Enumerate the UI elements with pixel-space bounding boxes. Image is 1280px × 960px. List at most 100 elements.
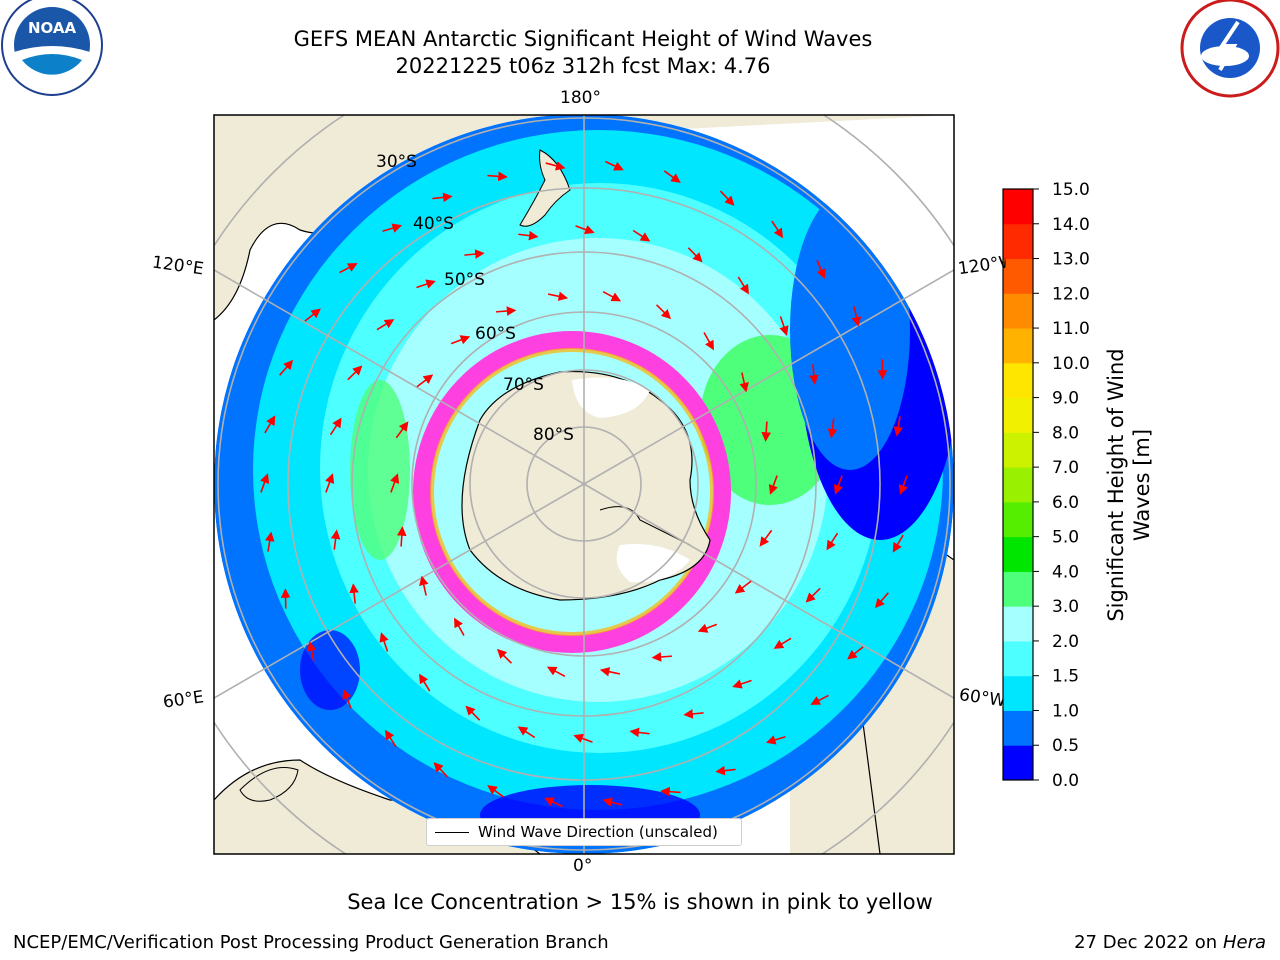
wind-wave-arrow xyxy=(809,364,819,385)
graticule xyxy=(214,115,954,854)
svg-text:NOAA: NOAA xyxy=(28,19,77,37)
wind-wave-arrow xyxy=(605,160,624,171)
wind-wave-arrow xyxy=(810,694,829,705)
wind-wave-arrow xyxy=(306,641,317,662)
colorbar-tick-label: 15.0 xyxy=(1052,180,1090,200)
latitude-label-50s: 50°S xyxy=(444,270,485,290)
wind-wave-arrow xyxy=(419,673,431,692)
wind-wave-arrow xyxy=(826,532,839,551)
colorbar-border xyxy=(1002,188,1034,781)
wind-wave-arrow xyxy=(739,372,749,393)
wind-wave-arrow xyxy=(416,279,436,289)
colorbar-segment xyxy=(1003,223,1033,260)
wind-wave-arrow xyxy=(816,259,826,279)
wind-wave-arrow xyxy=(330,529,341,550)
colorbar-segment xyxy=(1003,745,1033,781)
wind-wave-arrow xyxy=(602,797,623,807)
wind-wave-arrow xyxy=(874,592,889,609)
wind-wave-arrows xyxy=(260,160,908,808)
wind-wave-arrow xyxy=(517,726,536,739)
colorbar-tick-label: 0.5 xyxy=(1052,736,1079,756)
wind-wave-arrow xyxy=(390,473,400,493)
wind-wave-arrow xyxy=(599,666,621,677)
colorbar-tick-label: 14.0 xyxy=(1052,215,1090,235)
wind-wave-arrow xyxy=(432,192,453,203)
wind-wave-arrow xyxy=(384,729,397,748)
wind-wave-arrow xyxy=(575,225,595,235)
colorbar-segment xyxy=(1003,501,1033,538)
latitude-label-60s: 60°S xyxy=(475,324,516,344)
colorbar-tick-label: 7.0 xyxy=(1052,458,1079,478)
latitude-label-70s: 70°S xyxy=(503,375,544,395)
wind-wave-arrow xyxy=(602,290,622,302)
wind-wave-arrow xyxy=(629,727,650,738)
wind-wave-arrow xyxy=(487,171,508,182)
weddell-ice-shelf xyxy=(616,544,690,583)
latitude-label-30s: 30°S xyxy=(376,152,417,172)
credit-date: 27 Dec 2022 on xyxy=(1074,932,1218,953)
colorbar-tick-label: 5.0 xyxy=(1052,528,1079,548)
latitude-label-80s: 80°S xyxy=(533,425,574,445)
meridian-label-0: 0° xyxy=(573,856,593,876)
wind-wave-arrow xyxy=(732,679,752,689)
wind-wave-arrow xyxy=(827,418,838,439)
wind-wave-arrow xyxy=(342,689,352,709)
wind-wave-arrow xyxy=(655,304,672,320)
wind-wave-arrow xyxy=(651,652,672,662)
wind-wave-arrow xyxy=(349,583,359,604)
madagascar xyxy=(239,767,299,802)
map-legend: Wind Wave Direction (unscaled) xyxy=(426,818,742,846)
colorbar-segment xyxy=(1003,606,1033,642)
legend-line-swatch xyxy=(435,831,469,833)
colorbar-segment xyxy=(1003,571,1033,607)
colorbar-tick-label: 1.5 xyxy=(1052,667,1079,687)
nws-logo xyxy=(1180,0,1280,98)
colorbar-segment xyxy=(1003,710,1033,746)
wind-wave-arrow xyxy=(660,786,681,797)
credit-machine: Hera xyxy=(1222,932,1266,953)
colorbar-segment xyxy=(1003,432,1033,468)
colorbar-title: Significant Height of Wind Waves [m] xyxy=(1104,348,1154,622)
latitude-label-40s: 40°S xyxy=(413,214,454,234)
wind-wave-arrow xyxy=(632,229,651,242)
wind-wave-arrow xyxy=(496,648,513,664)
wind-wave-arrow xyxy=(898,475,908,495)
wind-wave-arrow xyxy=(382,223,403,233)
wind-wave-arrow xyxy=(768,475,778,495)
colorbar-segment xyxy=(1003,362,1033,399)
wind-wave-arrow xyxy=(397,526,407,547)
wind-wave-arrow xyxy=(759,529,773,547)
colorbar-tick-label: 11.0 xyxy=(1052,319,1090,339)
wind-wave-arrow xyxy=(697,623,718,633)
wind-wave-arrow xyxy=(765,735,786,745)
wind-wave-arrow xyxy=(279,359,294,376)
wind-wave-arrow xyxy=(544,797,563,808)
wind-wave-arrow xyxy=(416,374,434,388)
colorbar-tick-label: 3.0 xyxy=(1052,597,1079,617)
wind-wave-arrow xyxy=(304,308,321,322)
colorbar-tick-label: 4.0 xyxy=(1052,562,1079,582)
wind-wave-arrow xyxy=(703,332,714,351)
wind-wave-arrow xyxy=(496,306,517,316)
wind-wave-arrow xyxy=(773,637,792,649)
credit-left: NCEP/EMC/Verification Post Processing Pr… xyxy=(13,932,609,953)
wind-wave-arrow xyxy=(487,785,505,798)
map-frame xyxy=(213,114,955,855)
wind-wave-arrow xyxy=(395,421,409,439)
wind-wave-arrow xyxy=(734,580,752,594)
colorbar-tick-label: 9.0 xyxy=(1052,389,1079,409)
colorbar-tick-label: 0.0 xyxy=(1052,771,1079,791)
noaa-logo: NOAA xyxy=(1,0,103,96)
wind-wave-arrow xyxy=(465,705,481,721)
colorbar-tick-label: 2.0 xyxy=(1052,632,1079,652)
colorbar-tick-label: 6.0 xyxy=(1052,493,1079,513)
wind-wave-arrow xyxy=(893,416,903,437)
colorbar-segment xyxy=(1003,536,1033,572)
wind-wave-arrow xyxy=(892,534,904,553)
wind-wave-arrow xyxy=(546,666,566,678)
wind-wave-arrow xyxy=(761,421,771,442)
colorbar-segment xyxy=(1003,328,1033,364)
wind-wave-arrow xyxy=(433,762,449,778)
wind-wave-arrow xyxy=(779,316,789,336)
wind-wave-arrow xyxy=(454,617,465,636)
